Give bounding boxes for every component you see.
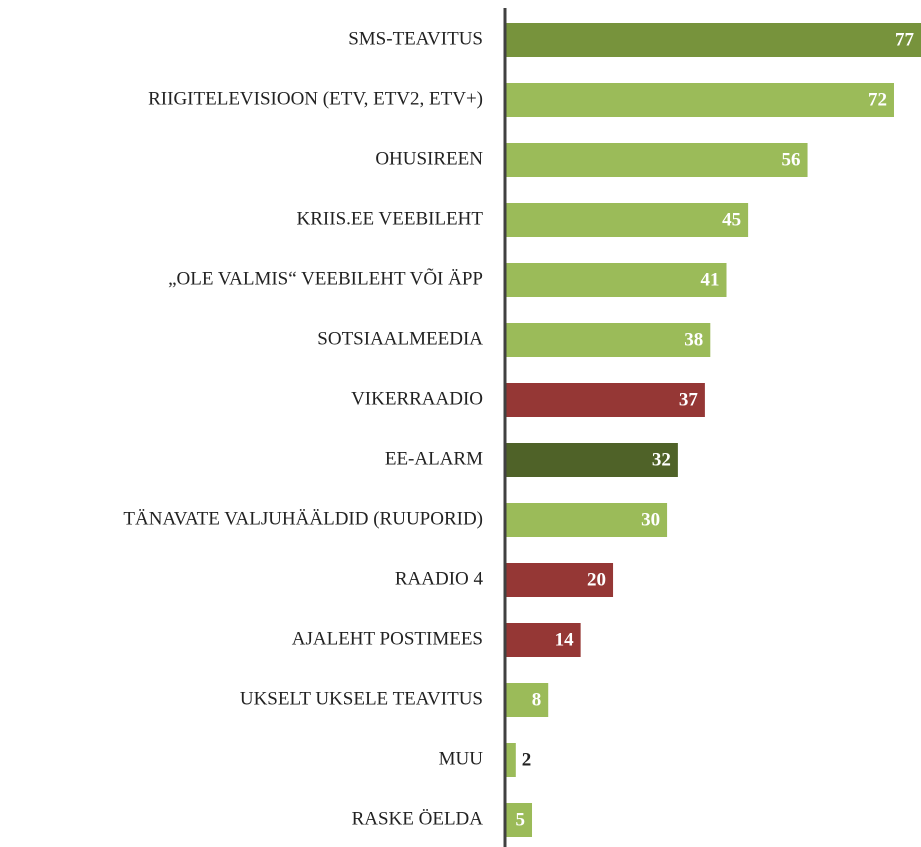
category-label: AJALEHT POSTIMEES: [292, 628, 483, 649]
bar: [505, 803, 533, 837]
category-label: RAADIO 4: [395, 568, 484, 589]
value-label: 56: [782, 149, 801, 170]
bar: [505, 143, 808, 177]
value-label: 41: [701, 269, 720, 290]
value-label: 8: [532, 689, 542, 710]
bar: [505, 23, 921, 57]
bar: [505, 323, 711, 357]
value-label: 77: [895, 29, 915, 50]
value-label: 72: [868, 89, 887, 110]
category-label: SOTSIAALMEEDIA: [317, 328, 483, 349]
value-label: 32: [652, 449, 671, 470]
bar: [505, 383, 705, 417]
bar: [505, 623, 581, 657]
category-label: OHUSIREEN: [375, 148, 483, 169]
bar: [505, 83, 894, 117]
value-label: 5: [516, 809, 526, 830]
category-label: RIIGITELEVISIOON (ETV, ETV2, ETV+): [148, 88, 483, 109]
bar: [505, 563, 614, 597]
bar: [505, 263, 727, 297]
bar: [505, 503, 668, 537]
value-label: 37: [679, 389, 699, 410]
value-label: 2: [522, 749, 532, 770]
category-label: SMS-TEAVITUS: [348, 28, 483, 49]
bar: [505, 683, 549, 717]
category-label: TÄNAVATE VALJUHÄÄLDID (RUUPORID): [123, 508, 483, 529]
category-label: EE-ALARM: [385, 448, 483, 469]
bar: [505, 203, 749, 237]
value-label: 14: [555, 629, 575, 650]
value-label: 30: [641, 509, 660, 530]
category-label: RASKE ÖELDA: [352, 808, 484, 829]
category-label: KRIIS.EE VEEBILEHT: [297, 208, 484, 229]
value-label: 20: [587, 569, 606, 590]
category-label: VIKERRAADIO: [351, 388, 483, 409]
bar: [505, 743, 516, 777]
category-label: UKSELT UKSELE TEAVITUS: [240, 688, 483, 709]
category-label: MUU: [439, 748, 484, 769]
category-label: „OLE VALMIS“ VEEBILEHT VÕI ÄPP: [168, 267, 483, 289]
bar: [505, 443, 678, 477]
value-label: 45: [722, 209, 741, 230]
value-label: 38: [684, 329, 703, 350]
